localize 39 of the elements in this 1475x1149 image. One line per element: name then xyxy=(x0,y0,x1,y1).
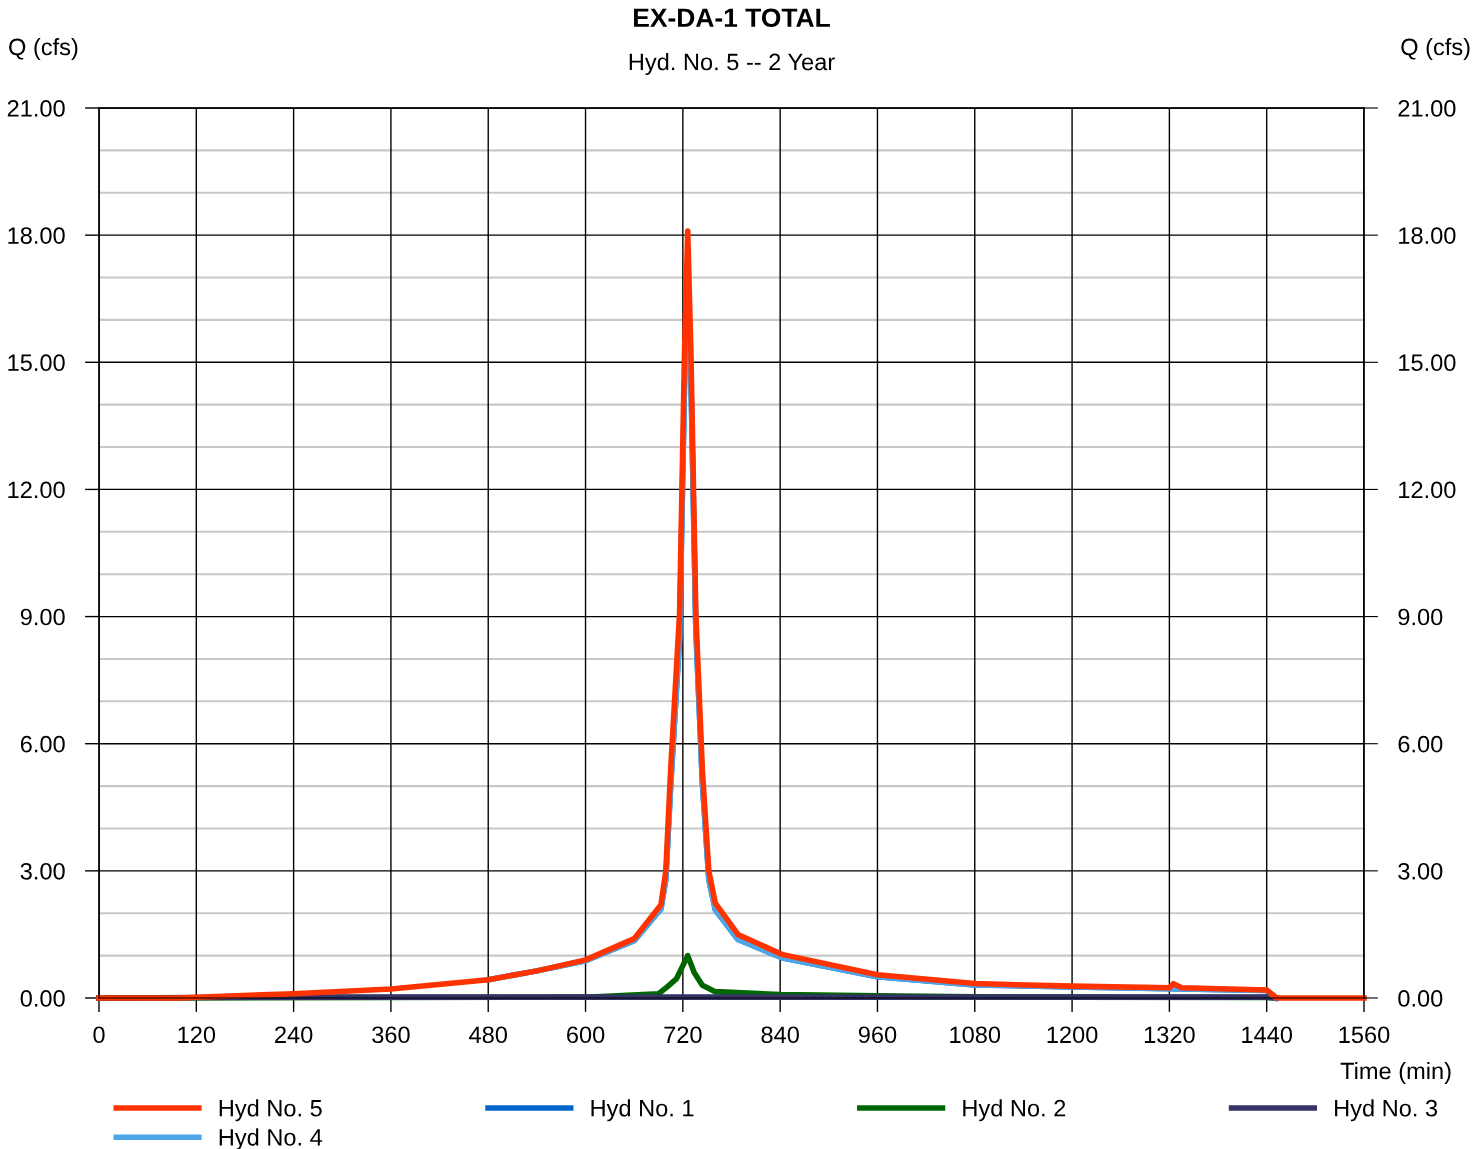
legend-label: Hyd No. 3 xyxy=(1335,1099,1438,1122)
y2-tick-label: 18.00 xyxy=(1399,227,1456,244)
y2-tick-label: 12.00 xyxy=(1399,481,1456,499)
chart-subtitle: Hyd. No. 5 -- 2 Year xyxy=(629,53,835,75)
y2-tick-label: 9.00 xyxy=(1398,608,1443,626)
y2-tick-label: 3.00 xyxy=(1398,862,1443,880)
y-tick-label: 0.00 xyxy=(20,990,65,1007)
x-tick-label: 600 xyxy=(567,1026,605,1044)
x-tick-label: 960 xyxy=(858,1026,897,1044)
y-axis-title: Q (cfs) xyxy=(9,38,78,60)
x-tick-label: 120 xyxy=(178,1026,216,1044)
x-tick-label: 1080 xyxy=(950,1026,1001,1044)
y2-tick-label: 21.00 xyxy=(1398,100,1456,117)
y2-axis-title: Q (cfs) xyxy=(1401,38,1470,60)
y-tick-label: 9.00 xyxy=(20,608,65,626)
y2-tick-label: 6.00 xyxy=(1398,735,1443,753)
legend-label: Hyd No. 2 xyxy=(963,1099,1066,1122)
x-tick-label: 360 xyxy=(372,1026,410,1044)
y-tick-label: 6.00 xyxy=(20,735,65,753)
legend-label: Hyd No. 5 xyxy=(219,1099,322,1122)
x-tick-label: 1200 xyxy=(1047,1026,1098,1044)
y-tick-label: 21.00 xyxy=(7,100,65,117)
x-tick-label: 1320 xyxy=(1144,1026,1195,1044)
y2-tick-label: 0.00 xyxy=(1398,990,1443,1007)
x-axis-title: Time (min) xyxy=(1340,1061,1451,1084)
y-tick-label: 18.00 xyxy=(8,227,65,244)
x-tick-label: 0 xyxy=(93,1026,105,1044)
x-tick-label: 1440 xyxy=(1242,1026,1293,1044)
chart-title: EX-DA-1 TOTAL xyxy=(634,8,830,28)
y2-tick-label: 15.00 xyxy=(1399,354,1456,372)
y-tick-label: 15.00 xyxy=(8,354,65,372)
x-tick-label: 720 xyxy=(664,1026,702,1044)
legend-label: Hyd No. 1 xyxy=(591,1099,694,1122)
x-tick-label: 240 xyxy=(275,1026,313,1044)
x-tick-label: 480 xyxy=(469,1026,508,1044)
x-tick-label: 1560 xyxy=(1339,1026,1390,1044)
y-tick-label: 12.00 xyxy=(8,481,65,499)
x-tick-label: 840 xyxy=(761,1026,799,1044)
y-tick-label: 3.00 xyxy=(20,862,65,880)
